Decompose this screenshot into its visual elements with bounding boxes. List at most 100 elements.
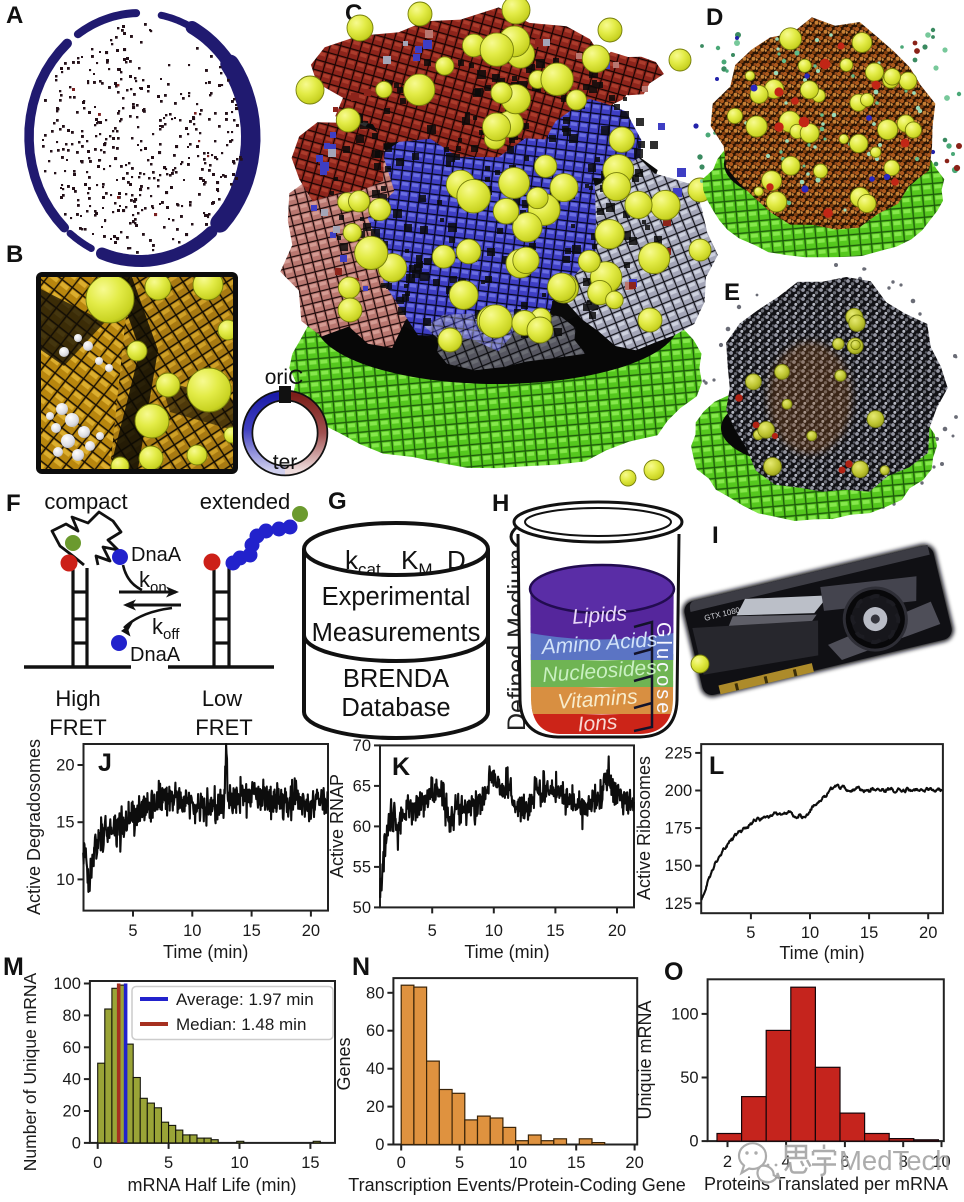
svg-text:O: O	[664, 958, 683, 986]
svg-text:20: 20	[63, 1103, 81, 1121]
svg-text:FRET: FRET	[195, 715, 252, 740]
svg-text:FRET: FRET	[49, 715, 106, 740]
svg-text:20: 20	[366, 1098, 384, 1116]
svg-text:H: H	[492, 490, 509, 517]
svg-text:Lipids: Lipids	[571, 602, 628, 629]
svg-text:Time (min): Time (min)	[464, 942, 549, 962]
svg-text:40: 40	[63, 1071, 81, 1089]
svg-text:5: 5	[128, 922, 137, 940]
svg-text:15: 15	[301, 1154, 319, 1172]
svg-text:F: F	[6, 490, 21, 517]
svg-text:60: 60	[63, 1039, 81, 1057]
svg-text:20: 20	[302, 922, 320, 940]
svg-text:A: A	[6, 2, 23, 29]
svg-text:5: 5	[428, 922, 437, 940]
svg-text:Experimental: Experimental	[322, 583, 471, 611]
svg-text:10: 10	[932, 1153, 950, 1171]
svg-text:8: 8	[899, 1153, 908, 1171]
svg-text:70: 70	[353, 737, 371, 755]
svg-text:D: D	[447, 545, 466, 575]
svg-text:Active Degradosomes: Active Degradosomes	[24, 739, 44, 915]
svg-text:2: 2	[723, 1153, 732, 1171]
svg-text:20: 20	[608, 922, 626, 940]
svg-text:Database: Database	[341, 694, 450, 722]
svg-text:50: 50	[353, 899, 371, 917]
svg-text:ter: ter	[273, 451, 298, 474]
svg-text:0: 0	[397, 1154, 406, 1172]
svg-text:Proteins Translated per mRNA: Proteins Translated per mRNA	[704, 1174, 948, 1194]
svg-text:Median: 1.48 min: Median: 1.48 min	[176, 1015, 306, 1034]
svg-text:60: 60	[353, 818, 371, 836]
svg-text:20: 20	[919, 924, 937, 942]
svg-text:koff: koff	[152, 614, 180, 643]
svg-text:40: 40	[366, 1060, 384, 1078]
svg-text:6: 6	[840, 1153, 849, 1171]
svg-text:80: 80	[63, 1007, 81, 1025]
svg-text:10: 10	[801, 924, 819, 942]
svg-text:mRNA Half Life (min): mRNA Half Life (min)	[127, 1175, 296, 1195]
svg-text:0: 0	[72, 1134, 81, 1152]
svg-text:DnaA: DnaA	[130, 644, 181, 666]
svg-text:BRENDA: BRENDA	[343, 665, 449, 693]
svg-text:65: 65	[353, 777, 371, 795]
svg-text:20: 20	[56, 757, 74, 775]
svg-text:15: 15	[546, 922, 564, 940]
svg-text:Time (min): Time (min)	[779, 943, 864, 963]
svg-text:Genes: Genes	[334, 1037, 354, 1090]
svg-text:L: L	[709, 752, 724, 780]
svg-text:55: 55	[353, 858, 371, 876]
svg-text:15: 15	[242, 922, 260, 940]
svg-text:125: 125	[665, 895, 693, 913]
svg-text:B: B	[6, 241, 23, 268]
svg-text:Measurements: Measurements	[312, 619, 481, 647]
svg-text:Vitamins: Vitamins	[557, 685, 639, 714]
svg-text:80: 80	[366, 984, 384, 1002]
svg-text:High: High	[55, 686, 100, 711]
svg-text:K: K	[392, 753, 410, 781]
svg-text:extended: extended	[200, 489, 291, 514]
svg-text:N: N	[352, 953, 370, 981]
svg-text:Active RNAP: Active RNAP	[327, 774, 347, 878]
svg-text:D: D	[706, 4, 723, 31]
svg-text:I: I	[712, 522, 719, 549]
svg-text:5: 5	[746, 924, 755, 942]
svg-text:Glucose: Glucose	[652, 622, 674, 716]
svg-text:compact: compact	[44, 489, 127, 514]
svg-text:10: 10	[56, 871, 74, 889]
svg-text:Number of Unique mRNA: Number of Unique mRNA	[20, 972, 40, 1171]
svg-text:150: 150	[665, 857, 693, 875]
svg-text:175: 175	[665, 820, 693, 838]
svg-text:0: 0	[689, 1133, 698, 1151]
svg-text:15: 15	[567, 1154, 585, 1172]
svg-text:0: 0	[93, 1154, 102, 1172]
svg-text:10: 10	[183, 922, 201, 940]
svg-text:Transcription Events/Protein-C: Transcription Events/Protein-Coding Gene	[348, 1175, 686, 1195]
svg-text:oriC: oriC	[265, 366, 304, 389]
svg-text:10: 10	[485, 922, 503, 940]
svg-text:15: 15	[860, 924, 878, 942]
svg-text:200: 200	[665, 782, 693, 800]
svg-text:20: 20	[625, 1154, 643, 1172]
svg-text:Ions: Ions	[577, 711, 619, 737]
svg-text:E: E	[724, 279, 740, 306]
svg-text:DnaA: DnaA	[131, 544, 182, 566]
svg-text:0: 0	[375, 1136, 384, 1154]
svg-text:J: J	[98, 749, 112, 777]
svg-text:15: 15	[56, 814, 74, 832]
svg-text:50: 50	[680, 1069, 698, 1087]
svg-text:4: 4	[782, 1153, 791, 1171]
svg-text:Low: Low	[202, 686, 242, 711]
svg-text:10: 10	[230, 1154, 248, 1172]
svg-text:Active Ribosomes: Active Ribosomes	[634, 756, 654, 900]
svg-text:Uniquie mRNA: Uniquie mRNA	[635, 1000, 655, 1119]
svg-text:100: 100	[671, 1005, 699, 1023]
svg-text:5: 5	[164, 1154, 173, 1172]
svg-text:Average: 1.97 min: Average: 1.97 min	[176, 990, 314, 1009]
svg-text:225: 225	[665, 744, 693, 762]
svg-text:G: G	[328, 488, 347, 515]
svg-text:M: M	[3, 953, 24, 981]
svg-text:10: 10	[509, 1154, 527, 1172]
svg-text:100: 100	[53, 975, 81, 993]
svg-text:MedTech: MedTech	[839, 1145, 951, 1176]
svg-text:Time (min): Time (min)	[163, 942, 248, 962]
